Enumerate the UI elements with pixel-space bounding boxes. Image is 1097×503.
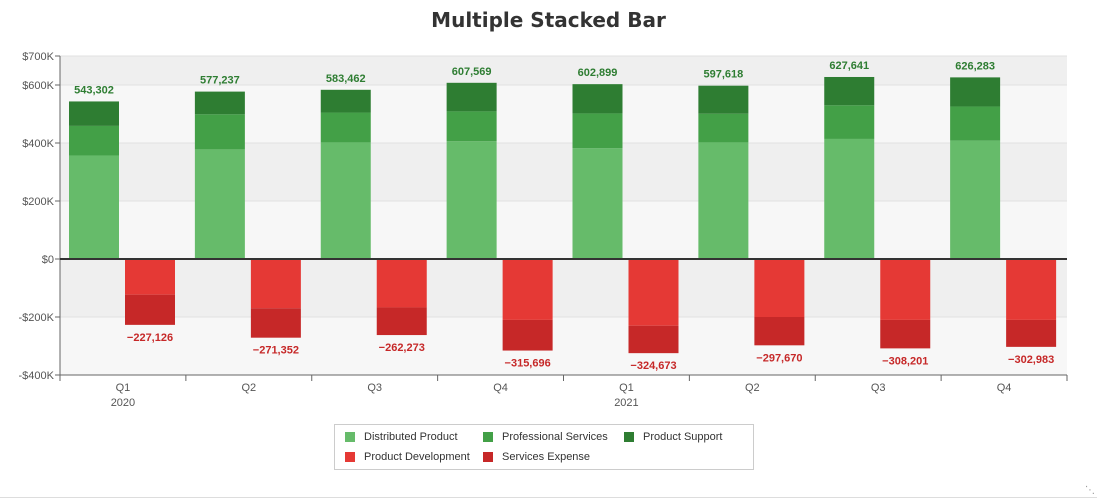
bar-professional-services — [698, 113, 749, 143]
data-label-revenue-total: 627,641 — [829, 60, 869, 72]
legend-item-professional-services[interactable]: Professional Services — [483, 431, 608, 443]
bar-services-expense — [376, 307, 427, 336]
data-label-expense-total: −315,696 — [505, 358, 551, 370]
bar-distributed-product — [69, 155, 119, 259]
y-tick-label: -$400K — [19, 370, 55, 382]
bar-professional-services — [824, 105, 875, 139]
bar-services-expense — [125, 294, 175, 325]
data-label-revenue-total: 583,462 — [326, 73, 366, 85]
data-label-revenue-total: 597,618 — [703, 69, 743, 81]
bar-product-development — [1006, 259, 1057, 320]
data-label-revenue-total: 607,569 — [452, 66, 492, 78]
bar-distributed-product — [950, 140, 1001, 259]
bar-product-support — [194, 91, 245, 115]
data-label-expense-total: −302,983 — [1008, 354, 1054, 366]
legend-label: Product Development — [364, 451, 470, 463]
data-label-revenue-total: 602,899 — [578, 67, 618, 79]
bar-services-expense — [502, 319, 553, 351]
bar-professional-services — [572, 113, 623, 149]
bar-product-support — [950, 77, 1001, 107]
bar-services-expense — [250, 308, 301, 338]
legend-swatch-services-expense — [483, 452, 493, 462]
bar-product-development — [250, 259, 301, 309]
bar-services-expense — [880, 319, 931, 349]
bar-distributed-product — [698, 142, 749, 259]
bar-product-development — [376, 259, 427, 308]
legend-swatch-product-support — [624, 432, 634, 442]
bar-professional-services — [320, 112, 371, 143]
x-tick-label: Q1 — [619, 382, 634, 394]
bar-distributed-product — [446, 141, 497, 259]
data-label-revenue-total: 577,237 — [200, 75, 240, 87]
y-tick-label: $700K — [22, 51, 54, 63]
bar-product-support — [446, 82, 497, 112]
bar-product-development — [125, 259, 175, 295]
x-tick-label: Q3 — [367, 382, 382, 394]
x-tick-year-label: 2021 — [614, 397, 638, 409]
y-tick-label: $200K — [22, 196, 54, 208]
y-tick-label: $600K — [22, 80, 54, 92]
bar-product-development — [754, 259, 805, 317]
x-tick-year-label: 2020 — [111, 397, 135, 409]
legend-swatch-distributed-product — [345, 432, 355, 442]
bar-product-development — [880, 259, 931, 320]
y-tick-label: $400K — [22, 138, 54, 150]
data-label-revenue-total: 626,283 — [955, 60, 995, 72]
bar-services-expense — [628, 325, 679, 354]
plot-band — [60, 56, 1067, 85]
data-label-expense-total: −227,126 — [127, 332, 173, 344]
x-tick-label: Q2 — [745, 382, 760, 394]
legend-item-product-development[interactable]: Product Development — [345, 451, 470, 463]
bar-distributed-product — [320, 142, 371, 259]
bar-distributed-product — [572, 148, 623, 259]
data-label-expense-total: −271,352 — [253, 345, 299, 357]
chart-title: Multiple Stacked Bar — [431, 8, 666, 32]
legend-item-distributed-product[interactable]: Distributed Product — [345, 431, 458, 443]
legend-item-product-support[interactable]: Product Support — [624, 431, 723, 443]
data-label-revenue-total: 543,302 — [74, 84, 114, 96]
x-tick-label: Q1 — [116, 382, 131, 394]
bar-product-development — [628, 259, 679, 326]
data-label-expense-total: −297,670 — [756, 352, 802, 364]
bar-product-support — [69, 101, 119, 126]
legend-label: Distributed Product — [364, 431, 458, 443]
bar-professional-services — [950, 106, 1001, 141]
bar-professional-services — [69, 125, 119, 156]
x-tick-label: Q2 — [241, 382, 256, 394]
bar-distributed-product — [194, 149, 245, 259]
bar-product-support — [824, 76, 875, 106]
y-tick-label: $0 — [42, 254, 54, 266]
data-label-expense-total: −262,273 — [379, 342, 425, 354]
legend-item-services-expense[interactable]: Services Expense — [483, 451, 590, 463]
x-tick-label: Q4 — [997, 382, 1012, 394]
legend-label: Professional Services — [502, 431, 608, 443]
bar-services-expense — [1006, 319, 1057, 347]
bar-distributed-product — [824, 138, 875, 259]
legend-swatch-professional-services — [483, 432, 493, 442]
bar-professional-services — [446, 111, 497, 142]
legend-label: Services Expense — [502, 451, 591, 463]
bar-product-support — [572, 84, 623, 114]
bar-product-support — [320, 89, 371, 113]
legend-label: Product Support — [643, 431, 723, 443]
legend: Distributed Product Professional Service… — [334, 424, 754, 470]
legend-swatch-product-development — [345, 452, 355, 462]
resize-grip-icon[interactable]: ⋱ — [1085, 485, 1095, 496]
page-divider — [0, 497, 1097, 498]
y-tick-label: -$200K — [19, 312, 55, 324]
data-label-expense-total: −324,673 — [630, 360, 676, 372]
bar-product-development — [502, 259, 553, 320]
bar-professional-services — [194, 114, 245, 150]
x-tick-label: Q4 — [493, 382, 508, 394]
data-label-expense-total: −308,201 — [882, 355, 928, 367]
x-tick-label: Q3 — [871, 382, 886, 394]
bar-services-expense — [754, 317, 805, 346]
bar-product-support — [698, 85, 749, 114]
